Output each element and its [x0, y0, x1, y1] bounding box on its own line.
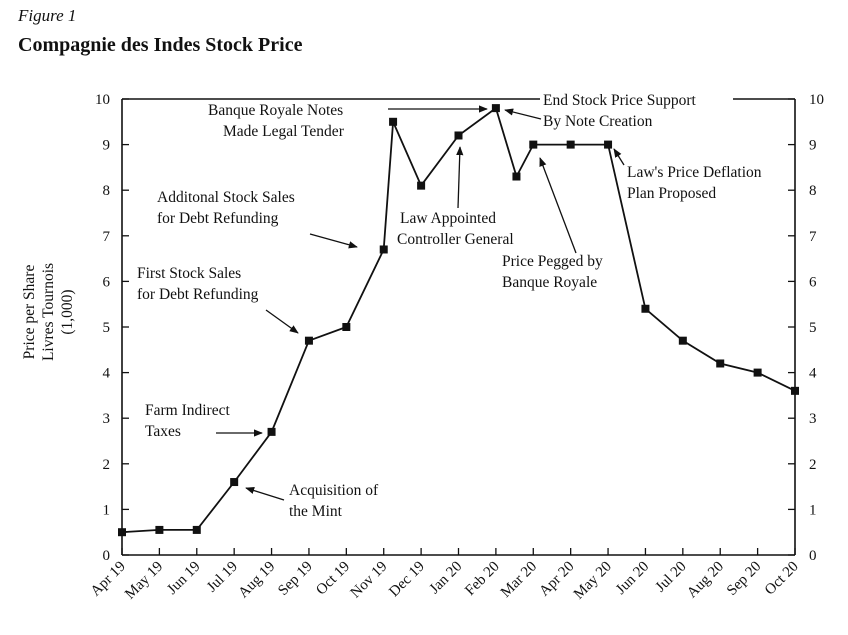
x-tick-label: Apr 20: [536, 559, 577, 600]
x-tick-label: Mar 20: [498, 559, 540, 601]
annotation-label: the Mint: [289, 503, 343, 520]
annotation-arrow: [309, 233, 358, 249]
annotation-arrow: [456, 146, 464, 209]
annotation-label: By Note Creation: [543, 113, 653, 130]
data-point: [529, 140, 538, 149]
x-tick-label: Aug 20: [684, 559, 727, 602]
y-tick-label-right: 5: [809, 320, 817, 336]
annotation-label: Price Pegged by: [502, 253, 603, 270]
annotation-label: Banque Royale Notes: [208, 102, 343, 119]
annotation-arrow: [265, 309, 299, 334]
data-point: [379, 245, 388, 254]
y-tick-label-left: 9: [103, 138, 111, 154]
y-tick-label-left: 5: [103, 320, 111, 336]
annotation-label: Taxes: [145, 423, 181, 440]
y-tick-label-right: 0: [809, 548, 817, 564]
annotation-label: Plan Proposed: [627, 185, 716, 202]
chart-title: Compagnie des Indes Stock Price: [18, 34, 303, 56]
data-point: [155, 525, 164, 534]
annotation-label: Banque Royale: [502, 274, 597, 291]
annotation-label: Made Legal Tender: [223, 123, 345, 140]
x-tick-label: Dec 19: [386, 559, 428, 601]
annotation-label: Law's Price Deflation: [627, 164, 762, 181]
data-point: [678, 336, 687, 345]
y-tick-label-right: 3: [809, 411, 817, 427]
annotation-arrow: [245, 486, 285, 501]
data-point: [417, 181, 426, 190]
data-point: [267, 427, 276, 436]
x-tick-label: Sep 19: [275, 559, 315, 599]
annotation-label: Farm Indirect: [145, 402, 230, 419]
y-axis-label: Livres Tournois: [40, 263, 57, 361]
y-tick-label-right: 4: [809, 366, 817, 382]
x-tick-label: May 19: [122, 559, 166, 603]
annotation-label: Acquisition of: [289, 482, 379, 499]
y-axis-label: Price per Share: [21, 265, 38, 360]
annotation-arrow: [504, 108, 542, 120]
y-tick-label-left: 4: [103, 366, 111, 382]
data-point: [566, 140, 575, 149]
annotation-label: for Debt Refunding: [137, 286, 259, 303]
y-tick-label-left: 8: [103, 183, 111, 199]
data-point: [604, 140, 613, 149]
data-point: [791, 386, 799, 395]
annotation-arrow: [539, 157, 577, 254]
y-tick-label-left: 10: [95, 92, 110, 108]
annotation-label: Controller General: [397, 231, 514, 248]
x-tick-label: Jan 20: [427, 559, 466, 598]
y-tick-label-right: 1: [809, 502, 817, 518]
x-tick-label: Jun 20: [613, 559, 652, 598]
annotation-label: End Stock Price Support: [543, 92, 697, 109]
figure-label: Figure 1: [18, 6, 77, 25]
x-tick-label: Feb 20: [462, 559, 502, 599]
x-tick-label: Apr 19: [88, 559, 129, 600]
x-tick-label: May 20: [571, 559, 615, 603]
x-tick-label: Jun 19: [164, 559, 203, 598]
data-point: [753, 368, 762, 377]
y-tick-label-left: 1: [103, 502, 111, 518]
annotation-label: Law Appointed: [400, 210, 496, 227]
y-axis-label: (1,000): [59, 289, 76, 334]
x-tick-label: Oct 20: [762, 559, 802, 599]
x-tick-label: Sep 20: [724, 559, 764, 599]
annotation-label: Additonal Stock Sales: [157, 189, 295, 206]
x-tick-label: Nov 19: [348, 559, 391, 602]
x-tick-label: Aug 19: [236, 559, 279, 602]
y-tick-label-left: 2: [103, 457, 111, 473]
y-tick-label-right: 2: [809, 457, 817, 473]
data-point: [192, 525, 201, 534]
y-tick-label-right: 10: [809, 92, 824, 108]
y-tick-label-right: 9: [809, 138, 817, 154]
data-point: [454, 131, 463, 140]
data-point: [118, 528, 126, 537]
y-tick-label-right: 8: [809, 183, 817, 199]
y-tick-label-left: 7: [103, 229, 111, 245]
annotation-label: First Stock Sales: [137, 265, 241, 282]
x-tick-label: Oct 19: [313, 559, 353, 599]
data-point: [389, 117, 398, 126]
data-point: [716, 359, 725, 368]
y-tick-label-right: 7: [809, 229, 817, 245]
y-tick-label-left: 3: [103, 411, 111, 427]
y-tick-label-left: 0: [103, 548, 111, 564]
y-tick-label-right: 6: [809, 274, 817, 290]
data-point: [512, 172, 521, 181]
data-point: [491, 104, 500, 113]
data-point: [342, 323, 351, 331]
data-point: [230, 478, 239, 487]
data-point: [304, 336, 313, 345]
y-tick-label-left: 6: [103, 274, 111, 290]
annotation-arrow: [613, 148, 625, 166]
data-point: [641, 304, 650, 313]
annotation-label: for Debt Refunding: [157, 210, 279, 227]
